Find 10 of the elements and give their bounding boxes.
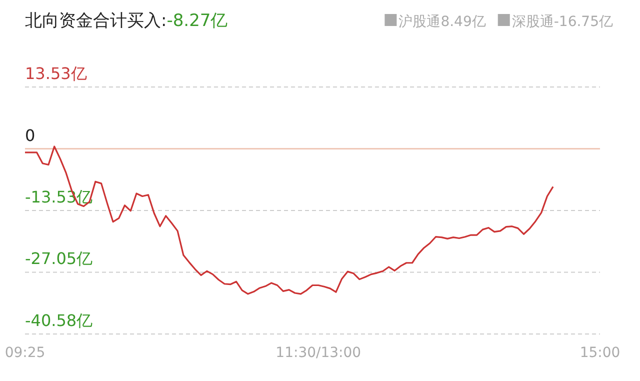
x-tick-label: 11:30/13:00 [276,345,362,361]
x-tick-label: 09:25 [4,345,46,361]
y-tick-label: -40.58亿 [25,311,93,330]
y-tick-label: 13.53亿 [25,64,87,83]
y-tick-label: 0 [25,126,36,145]
x-tick-label: 15:00 [580,345,620,361]
y-tick-label: -27.05亿 [25,249,93,268]
text: 沪股通8.49亿 [398,14,486,30]
text: 深股通-16.75亿 [512,14,613,30]
chart-title: 北向资金合计买入:-8.27亿 [25,11,228,31]
